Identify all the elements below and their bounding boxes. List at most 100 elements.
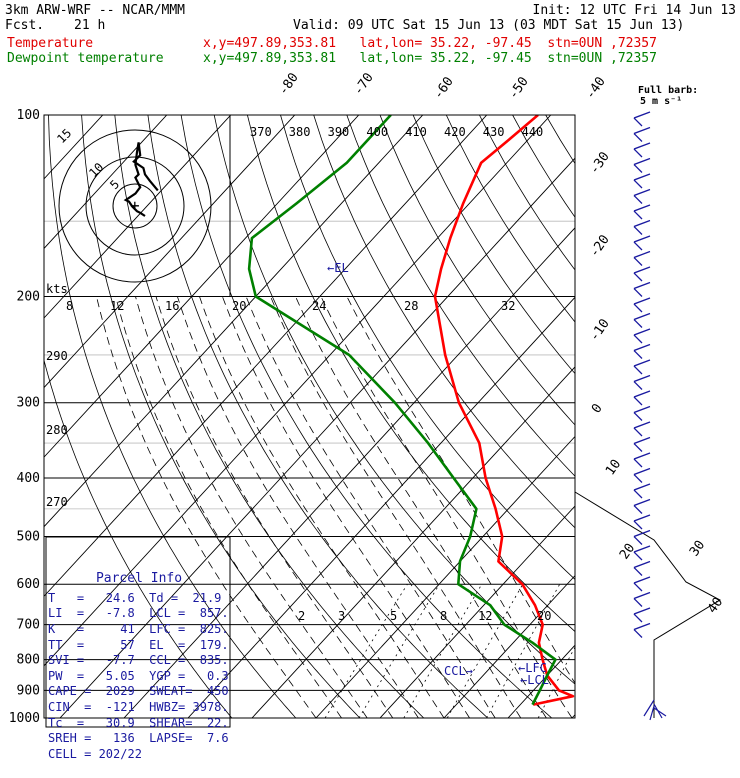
isotherm--10 [316,115,740,718]
dry-adiabat-350 [347,115,740,731]
upper-ratio-label-28: 28 [404,299,418,313]
wind-barb-flag [634,320,642,328]
pressure-tick-1000: 1000 [9,711,40,726]
wind-barb-staff [634,500,650,506]
adiabat-label-290: 290 [46,349,68,363]
wind-barb-flag [634,630,642,638]
wind-barb-flag [634,149,642,157]
mixing-ratio-label-8: 8 [440,609,447,623]
wind-barb-flag [634,134,642,142]
parcel-info-row: Tc = 30.9 SHEAR= 22. [48,716,230,732]
wind-barb-flag [634,506,642,514]
parcel-info-row: K = 41 LFC = 825. [48,622,230,638]
moist-adiabat-22 [271,297,521,719]
isotherm--20 [252,115,740,718]
isotherm-label--80: -80 [276,70,302,98]
wind-barb-flag [634,289,642,297]
wind-barb-staff [634,453,650,459]
dry-adiabat-440 [645,115,740,731]
wind-barb-flag [634,568,642,576]
parcel-info-row: PW = 5.05 YGP = 0.3 [48,669,230,685]
dry-adiabat-450 [678,115,740,731]
parcel-info-row: TT = 57 EL = 179. [48,638,230,654]
moist-adiabat-10 [200,297,445,719]
isotherm-label-10: 10 [603,457,624,478]
wind-barb-staff [634,174,650,180]
wind-barb-flag [634,475,642,483]
dry-adiabat-310 [214,115,632,731]
isotherm-label--30: -30 [587,149,613,177]
ccl-label: CCL→ [444,664,473,678]
wind-panel-outline [575,492,720,718]
wind-barb-staff [634,608,650,614]
mixing-ratio-label-2: 2 [298,609,305,623]
wind-barb-staff [634,298,650,304]
wind-barb-flag [634,196,642,204]
wind-barb-staff [634,159,650,165]
isotherm-label--20: -20 [587,232,613,260]
isotherm-label--10: -10 [587,316,613,344]
dry-adiabat-430 [612,115,740,731]
hodograph-ring-label-2: 10 [86,160,106,180]
wind-barb-staff [634,267,650,273]
wind-barb-staff [634,407,650,413]
wind-barb-flag [634,413,642,421]
wind-barb-flag [634,211,642,219]
upper-ratio-label-12: 12 [110,299,124,313]
parcel-info-row: CIN = -121 HWBZ= 3978. [48,700,230,716]
theta-label-440: 440 [522,125,544,139]
parcel-info-row: T = 24.6 Td = 21.9 [48,591,230,607]
wind-barb-flag [634,351,642,359]
wind-barb-staff [634,376,650,382]
mixing-ratio-label-20: 20 [537,609,551,623]
theta-label-370: 370 [250,125,272,139]
moist-adiabat-34 [347,297,598,719]
upper-ratio-label-20: 20 [232,299,246,313]
wind-barb-staff [634,515,650,521]
wind-barb-flag [634,366,642,374]
wind-barb-staff [634,329,650,335]
wind-barb-staff [634,221,650,227]
wind-barb-staff [634,577,650,583]
wind-barb-staff [634,345,650,351]
upper-ratio-label-8: 8 [66,299,73,313]
pressure-tick-400: 400 [17,471,40,486]
upper-ratio-label-24: 24 [312,299,326,313]
pressure-tick-200: 200 [17,290,40,305]
wind-barb-flag [634,304,642,312]
isotherm-label-0: 0 [589,401,606,416]
wind-barb-flag [634,583,642,591]
isotherm-label--70: -70 [351,70,377,98]
wind-barb-staff [634,205,650,211]
parcel-info-row: SREH = 136 LAPSE= 7.6 [48,731,230,747]
moist-adiabat-14 [222,297,469,719]
wind-barb-staff [634,252,650,258]
theta-label-400: 400 [366,125,388,139]
pressure-tick-900: 900 [17,683,40,698]
dry-adiabat-420 [579,115,740,731]
moist-adiabat-18 [246,297,495,719]
wind-barb-flag [634,521,642,529]
wind-barb-staff [634,236,650,242]
wind-barb-staff [634,562,650,568]
wind-barb-flag [634,273,642,281]
wind-barb-staff [634,438,650,444]
mixing-ratio-2 [325,584,407,718]
upper-ratio-label-32: 32 [501,299,515,313]
wind-barb-flag [634,552,642,560]
wind-barb-staff [634,190,650,196]
upper-ratio-label-16: 16 [165,299,179,313]
theta-label-380: 380 [289,125,311,139]
wind-barb-flag [634,180,642,188]
isotherm-30 [572,115,740,718]
wind-barb-staff [634,112,650,118]
wind-barb-staff [634,391,650,397]
wind-barb-flag [634,118,642,126]
surface-wind-barbs [644,700,666,720]
pressure-tick-700: 700 [17,618,40,633]
dry-adiabat-330 [281,115,740,731]
isotherm-label--50: -50 [506,74,532,102]
pressure-tick-500: 500 [17,529,40,544]
barb-legend-title: Full barb: [638,85,698,96]
